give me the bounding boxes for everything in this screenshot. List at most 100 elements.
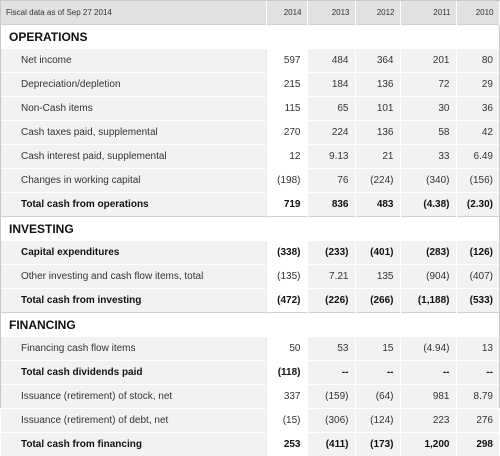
row-label: Non-Cash items [1,97,266,121]
value-cell: 101 [355,97,400,121]
value-cell: (904) [400,265,456,289]
value-cell: 136 [355,73,400,97]
row-label: Issuance (retirement) of stock, net [1,385,266,409]
row-label: Total cash from operations [1,193,266,217]
year-header: 2013 [307,1,355,25]
value-cell: 298 [456,433,499,456]
value-cell: -- [400,361,456,385]
value-cell: (266) [355,289,400,313]
value-cell: 1,200 [400,433,456,456]
row-label: Net income [1,49,266,73]
section-header-operations: OPERATIONS [1,25,499,49]
value-cell: 136 [355,121,400,145]
value-cell: 36 [456,97,499,121]
value-cell: 184 [307,73,355,97]
table-row: Issuance (retirement) of debt, net(15)(3… [1,409,499,433]
value-cell: 253 [266,433,307,456]
row-label: Total cash from financing [1,433,266,456]
value-cell: 53 [307,337,355,361]
row-label: Changes in working capital [1,169,266,193]
value-cell: -- [456,361,499,385]
value-cell: 981 [400,385,456,409]
value-cell: 21 [355,145,400,169]
row-label: Other investing and cash flow items, tot… [1,265,266,289]
value-cell: (533) [456,289,499,313]
table-row: Changes in working capital(198)76(224)(3… [1,169,499,193]
table-row: Total cash from investing(472)(226)(266)… [1,289,499,313]
row-label: Total cash from investing [1,289,266,313]
value-cell: -- [355,361,400,385]
value-cell: -- [307,361,355,385]
table-row: Total cash dividends paid(118)-------- [1,361,499,385]
value-cell: (124) [355,409,400,433]
section-title: INVESTING [1,217,499,241]
value-cell: (283) [400,241,456,265]
value-cell: (173) [355,433,400,456]
row-label: Capital expenditures [1,241,266,265]
value-cell: 364 [355,49,400,73]
value-cell: (2.30) [456,193,499,217]
value-cell: 8.79 [456,385,499,409]
value-cell: 7.21 [307,265,355,289]
row-label: Cash taxes paid, supplemental [1,121,266,145]
row-label: Issuance (retirement) of debt, net [1,409,266,433]
value-cell: 223 [400,409,456,433]
year-header: 2014 [266,1,307,25]
cash-flow-panel: Fiscal data as of Sep 27 2014 2014 2013 … [0,0,500,408]
value-cell: (338) [266,241,307,265]
section-header-investing: INVESTING [1,217,499,241]
value-cell: (407) [456,265,499,289]
value-cell: (306) [307,409,355,433]
value-cell: 9.13 [307,145,355,169]
value-cell: 215 [266,73,307,97]
value-cell: 50 [266,337,307,361]
value-cell: (224) [355,169,400,193]
value-cell: 484 [307,49,355,73]
row-label: Depreciation/depletion [1,73,266,97]
value-cell: 276 [456,409,499,433]
row-label: Financing cash flow items [1,337,266,361]
value-cell: 58 [400,121,456,145]
value-cell: 135 [355,265,400,289]
value-cell: 72 [400,73,456,97]
year-header: 2011 [400,1,456,25]
header-row: Fiscal data as of Sep 27 2014 2014 2013 … [1,1,499,25]
value-cell: 115 [266,97,307,121]
value-cell: (226) [307,289,355,313]
year-header: 2010 [456,1,499,25]
value-cell: (126) [456,241,499,265]
value-cell: (156) [456,169,499,193]
value-cell: 30 [400,97,456,121]
table-row: Capital expenditures(338)(233)(401)(283)… [1,241,499,265]
value-cell: (4.38) [400,193,456,217]
value-cell: 201 [400,49,456,73]
section-title: FINANCING [1,313,499,337]
value-cell: 33 [400,145,456,169]
value-cell: 42 [456,121,499,145]
row-label: Cash interest paid, supplemental [1,145,266,169]
value-cell: (472) [266,289,307,313]
value-cell: 270 [266,121,307,145]
value-cell: (233) [307,241,355,265]
value-cell: 80 [456,49,499,73]
value-cell: 76 [307,169,355,193]
value-cell: (64) [355,385,400,409]
value-cell: (118) [266,361,307,385]
value-cell: (1,188) [400,289,456,313]
value-cell: 337 [266,385,307,409]
value-cell: (159) [307,385,355,409]
value-cell: 597 [266,49,307,73]
value-cell: (135) [266,265,307,289]
value-cell: (340) [400,169,456,193]
value-cell: (401) [355,241,400,265]
